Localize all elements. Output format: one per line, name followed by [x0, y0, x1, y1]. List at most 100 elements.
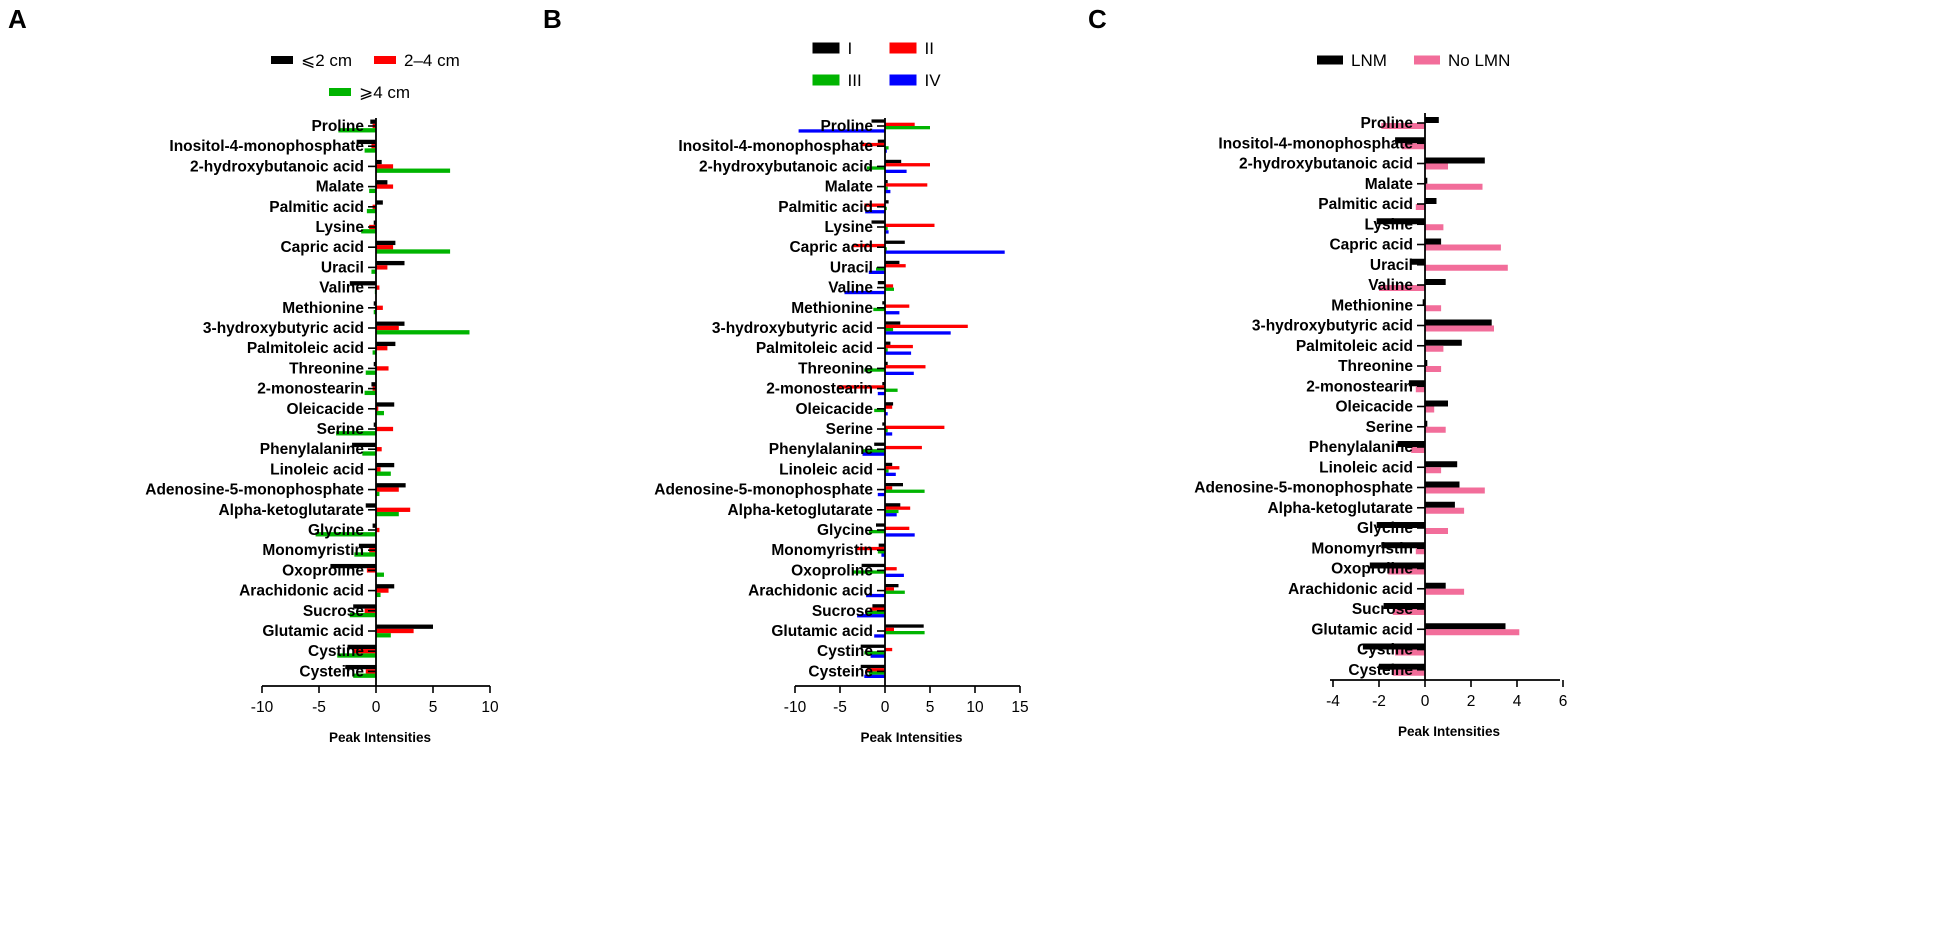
bar-IV-17 — [885, 472, 896, 476]
category-label: Uracil — [830, 259, 873, 276]
bar-4cm-23 — [376, 592, 381, 598]
legend-label: II — [925, 39, 934, 58]
bar-II-11 — [885, 344, 913, 349]
bar-I-5 — [871, 220, 885, 224]
bar-2cm-18 — [376, 483, 406, 488]
bar-II-24 — [869, 607, 885, 611]
category-label: Oleicacide — [286, 401, 364, 418]
category-label: Cysteine — [299, 663, 364, 680]
category-label: Inositol-4-monophosphate — [169, 138, 364, 155]
bar-I-3 — [885, 180, 888, 184]
bar-I-25 — [885, 624, 924, 628]
bar-IV-1 — [885, 149, 887, 153]
bar-IV-7 — [868, 270, 885, 274]
category-label: Alpha-ketoglutarate — [1267, 500, 1413, 517]
category-label: Adenosine-5-monophosphate — [1194, 480, 1413, 497]
bar-LNM-14 — [1425, 400, 1448, 407]
bar-2cm-6 — [376, 240, 396, 246]
bar-4cm-24 — [349, 612, 376, 618]
category-label: Palmitic acid — [778, 199, 873, 216]
category-label: Cysteine — [808, 663, 873, 680]
bar-I-16 — [874, 442, 885, 446]
category-label: Monomyristin — [1311, 540, 1413, 557]
bar-24cm-2 — [376, 164, 394, 169]
bar-I-10 — [885, 321, 901, 325]
bar-NoLMN-14 — [1425, 406, 1435, 413]
category-label: Glycine — [1357, 520, 1413, 537]
bar-IV-12 — [885, 371, 914, 375]
bar-II-12 — [885, 365, 926, 369]
category-label: Capric acid — [1329, 237, 1413, 254]
bar-II-8 — [885, 284, 894, 288]
bar-NoLMN-19 — [1425, 507, 1465, 514]
x-tick-label: 0 — [881, 699, 890, 716]
bar-III-19 — [885, 509, 899, 514]
category-label: Palmitic acid — [269, 199, 364, 216]
bar-NoLMN-27 — [1392, 669, 1425, 676]
x-tick-label: -5 — [833, 699, 847, 716]
bar-IV-4 — [865, 210, 885, 214]
category-label: Valine — [1368, 277, 1413, 294]
legend-label: 2–4 cm — [404, 51, 460, 70]
legend-swatch — [1317, 55, 1343, 65]
panel-letter: A — [8, 4, 27, 34]
bar-4cm-15 — [336, 431, 376, 436]
category-label: Monomyristin — [262, 542, 364, 559]
bar-4cm-10 — [376, 330, 470, 335]
bar-4cm-26 — [337, 653, 376, 658]
bar-I-22 — [861, 563, 885, 568]
bar-2cm-27 — [345, 664, 376, 670]
panel-letter: C — [1088, 4, 1107, 34]
bar-III-13 — [885, 388, 898, 392]
bar-NoLMN-4 — [1415, 204, 1425, 210]
bar-I-2 — [885, 159, 902, 164]
bar-LNM-4 — [1425, 198, 1437, 204]
x-tick-label: 6 — [1559, 693, 1568, 710]
bar-4cm-17 — [376, 471, 391, 476]
bar-4cm-0 — [338, 128, 376, 133]
bar-4cm-1 — [364, 148, 376, 153]
legend-label: No LMN — [1448, 51, 1510, 70]
bar-II-2 — [885, 163, 930, 167]
bar-LNM-12 — [1425, 360, 1428, 366]
bar-III-7 — [876, 267, 885, 271]
bar-IV-16 — [862, 452, 885, 456]
bar-III-24 — [867, 610, 885, 615]
bar-IV-13 — [877, 391, 885, 396]
bar-II-23 — [885, 587, 894, 591]
bar-4cm-22 — [376, 572, 384, 577]
bar-2cm-20 — [372, 523, 376, 528]
bar-4cm-13 — [364, 390, 376, 396]
bar-I-11 — [885, 341, 891, 345]
bar-NoLMN-5 — [1425, 224, 1444, 231]
bar-II-7 — [885, 264, 906, 268]
bar-4cm-16 — [362, 451, 376, 456]
category-label: Phenylalanine — [769, 441, 874, 458]
x-tick-label: -2 — [1372, 693, 1386, 710]
bar-NoLMN-21 — [1415, 548, 1425, 555]
category-label: Oxoproline — [1331, 561, 1413, 578]
bar-I-4 — [885, 200, 889, 204]
bar-24cm-9 — [376, 305, 383, 310]
bar-2cm-26 — [347, 644, 376, 650]
bar-2cm-19 — [365, 503, 376, 508]
bar-NoLMN-17 — [1425, 467, 1442, 474]
bar-IV-5 — [885, 230, 889, 234]
bar-LNM-26 — [1362, 643, 1425, 650]
category-label: Proline — [311, 118, 364, 135]
legend-label: ⩽2 cm — [301, 51, 352, 70]
category-label: Alpha-ketoglutarate — [218, 502, 364, 519]
category-label: Proline — [820, 118, 873, 135]
bar-2cm-12 — [373, 361, 376, 367]
bar-III-25 — [885, 631, 925, 635]
bar-III-11 — [885, 348, 888, 352]
bar-LNM-27 — [1379, 663, 1425, 670]
bar-2cm-22 — [330, 563, 376, 569]
panel-letter: B — [543, 4, 562, 34]
category-label: Cystine — [308, 643, 364, 660]
bar-III-0 — [885, 126, 930, 130]
category-label: Malate — [316, 179, 365, 196]
bar-IV-26 — [870, 654, 885, 658]
chart-panel-c: C Proline Inositol-4-monophosphate 2-hydrox… — [1088, 4, 1567, 739]
